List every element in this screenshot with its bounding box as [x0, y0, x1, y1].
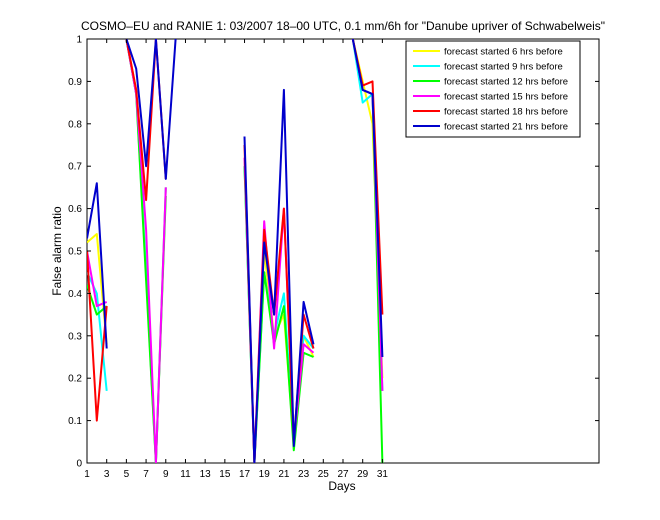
y-tick-label: 0.3 — [68, 331, 82, 342]
series-lines — [87, 39, 384, 463]
y-axis-label: False alarm ratio — [50, 206, 64, 296]
legend-box — [405, 40, 581, 138]
legend-label-4: forecast started 15 hrs before — [444, 92, 568, 103]
y-tick-label: 0.4 — [68, 289, 82, 300]
series-line-6-segment-3 — [243, 88, 315, 463]
y-tick-label: 0.2 — [68, 374, 82, 385]
x-tick-label: 15 — [219, 469, 231, 480]
y-tick-label: 1 — [76, 35, 82, 46]
series-line-6-segment-4 — [351, 39, 384, 358]
x-tick-label: 31 — [377, 469, 389, 480]
x-tick-label: 13 — [200, 469, 212, 480]
chart-title: COSMO–EU and RANIE 1: 03/2007 18–00 UTC,… — [81, 19, 605, 33]
x-tick-label: 7 — [143, 469, 149, 480]
x-tick-label: 29 — [357, 469, 369, 480]
x-tick-label: 27 — [337, 469, 349, 480]
series-line-6-segment-1 — [87, 182, 108, 349]
x-tick-label: 1 — [84, 469, 90, 480]
x-tick-label: 25 — [318, 469, 330, 480]
series-line-2-segment-1 — [87, 271, 108, 392]
legend-label-1: forecast started 6 hrs before — [444, 47, 563, 58]
x-tick-label: 19 — [259, 469, 271, 480]
x-tick-label: 9 — [163, 469, 169, 480]
x-axis-label: Days — [328, 479, 355, 493]
y-tick-label: 0 — [76, 459, 82, 470]
legend-label-3: forecast started 12 hrs before — [444, 77, 568, 88]
x-tick-label: 3 — [104, 469, 110, 480]
x-tick-label: 21 — [278, 469, 290, 480]
y-tick-label: 0.1 — [68, 416, 82, 427]
x-tick-label: 11 — [180, 469, 191, 480]
axis-ticks: 1 3 5 7 9 11 13 15 17 19 21 23 25 27 29 3100.10.20.30.4… — [68, 35, 599, 480]
y-tick-label: 0.8 — [68, 119, 82, 130]
legend: forecast started 6 hrs before forecast st… — [405, 40, 581, 138]
y-tick-label: 0.6 — [68, 204, 82, 215]
y-tick-label: 0.5 — [68, 247, 82, 258]
x-tick-label: 5 — [124, 469, 130, 480]
legend-label-2: forecast started 9 hrs before — [444, 62, 563, 73]
x-tick-label: 23 — [298, 469, 310, 480]
y-tick-label: 0.7 — [68, 162, 82, 173]
series-line-6-segment-2 — [125, 39, 177, 180]
y-tick-label: 0.9 — [68, 77, 82, 88]
series-line-5-segment-1 — [87, 250, 108, 422]
x-tick-label: 17 — [239, 469, 251, 480]
legend-label-5: forecast started 18 hrs before — [444, 107, 568, 118]
legend-label-6: forecast started 21 hrs before — [444, 122, 568, 133]
